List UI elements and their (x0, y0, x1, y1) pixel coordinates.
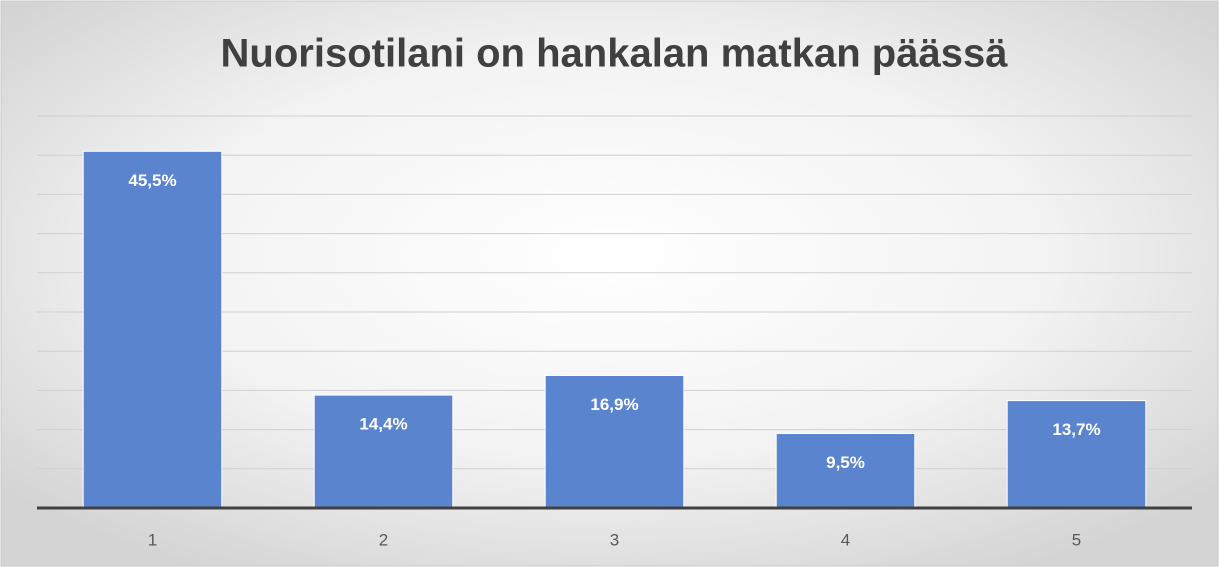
x-tick-label: 5 (1072, 530, 1081, 549)
bar (82, 150, 223, 509)
bar (313, 394, 454, 509)
data-label: 13,7% (1052, 420, 1100, 439)
data-label: 16,9% (590, 395, 638, 414)
data-label: 14,4% (359, 415, 407, 434)
bar (775, 433, 916, 509)
data-label: 9,5% (826, 453, 865, 472)
x-tick-label: 3 (610, 530, 619, 549)
data-label: 45,5% (128, 171, 176, 190)
x-tick-label: 4 (841, 530, 850, 549)
chart-title: Nuorisotilani on hankalan matkan päässä (221, 32, 1009, 76)
bar (1006, 400, 1147, 509)
x-tick-label: 1 (148, 530, 157, 549)
bar (544, 375, 685, 509)
x-tick-label: 2 (379, 530, 388, 549)
